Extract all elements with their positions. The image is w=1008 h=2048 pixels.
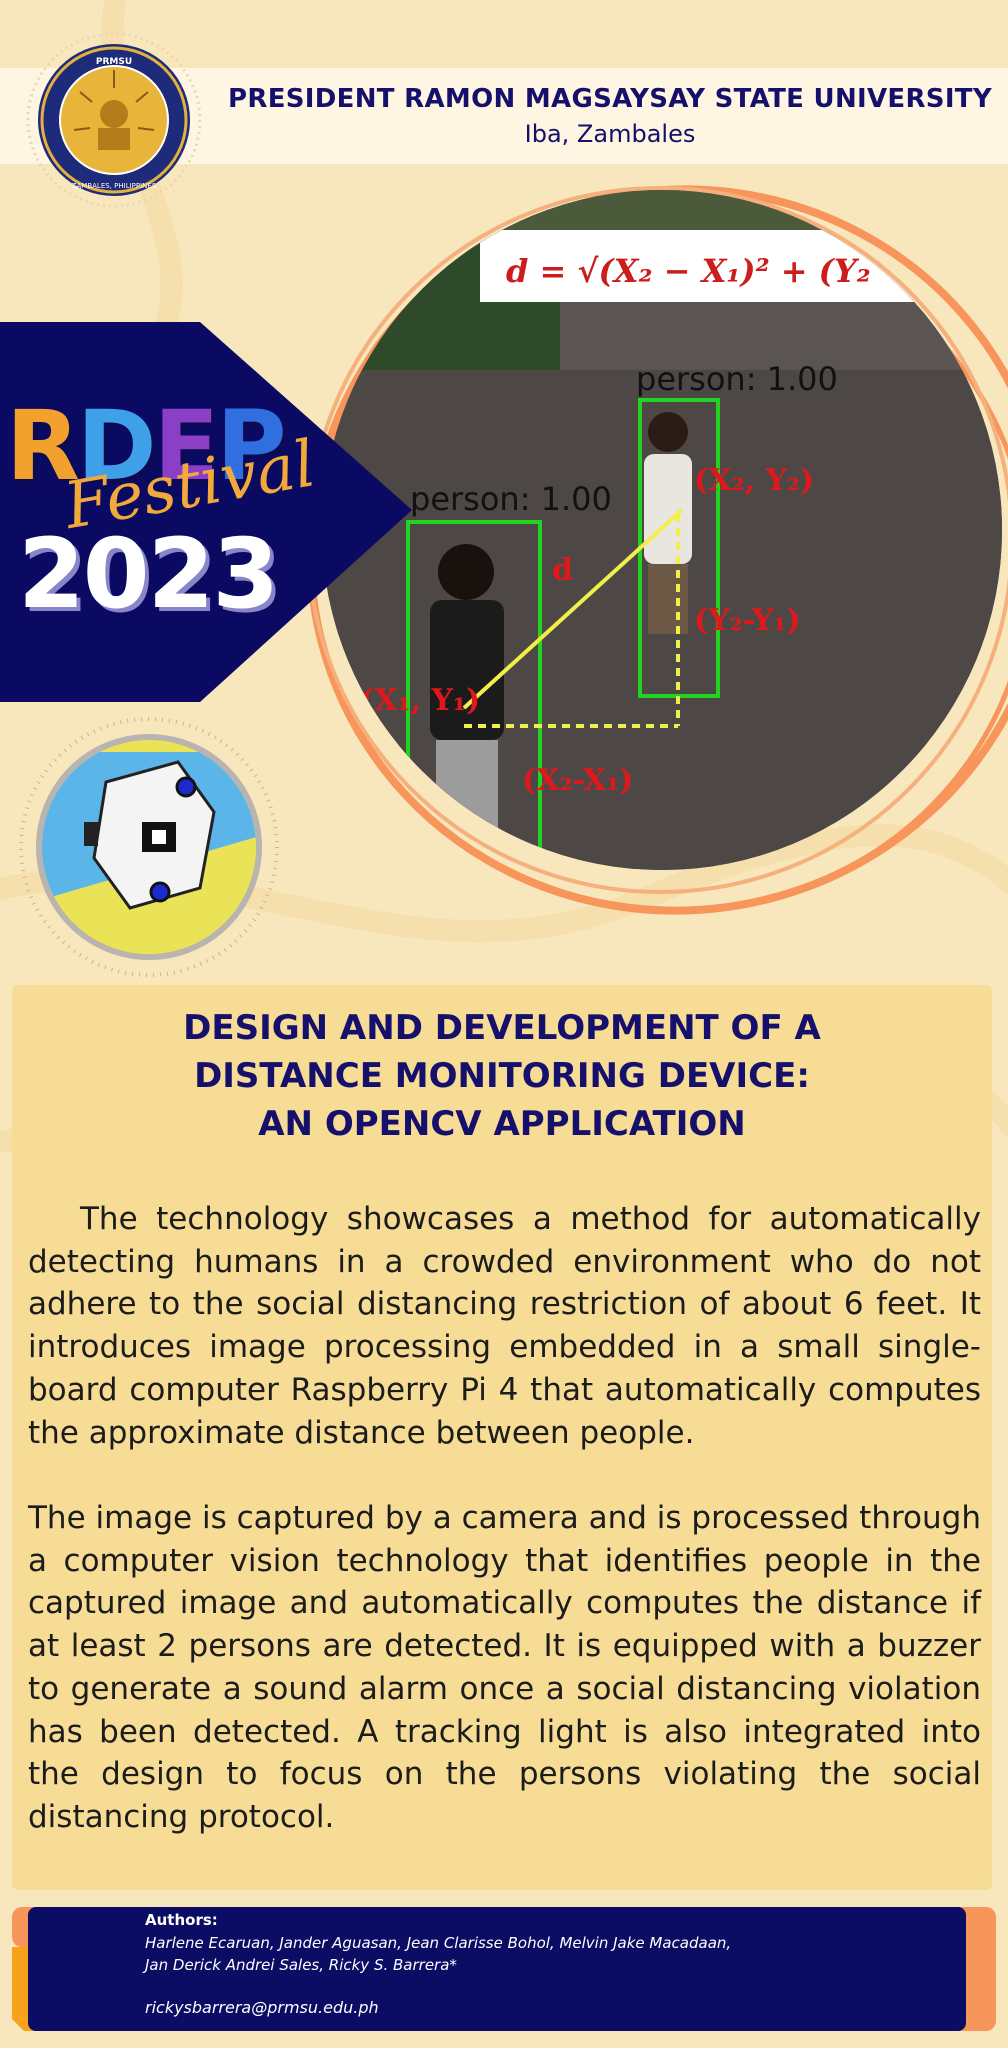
authors-line-2: Jan Derick Andrei Sales, Ricky S. Barrer…: [145, 1956, 457, 1974]
university-name: PRESIDENT RAMON MAGSAYSAY STATE UNIVERSI…: [228, 84, 992, 114]
svg-text:PRMSU: PRMSU: [96, 57, 132, 67]
delta-x-label: (X₂-X₁): [522, 763, 634, 798]
title-line-3: AN OPENCV APPLICATION: [258, 1104, 746, 1144]
distance-formula: d = √(X₂ − X₁)² + (Y₂: [506, 252, 871, 290]
university-seal-icon: PRMSU ZAMBALES, PHILIPPINES: [26, 32, 202, 208]
contact-email: rickysbarrera@prmsu.edu.ph: [145, 1998, 379, 2017]
person-label-right: person: 1.00: [636, 360, 838, 398]
svg-text:ZAMBALES, PHILIPPINES: ZAMBALES, PHILIPPINES: [72, 182, 157, 190]
authors-label: Authors:: [145, 1911, 218, 1929]
rdep-logo: RDEP: [6, 398, 287, 494]
authors-list: Harlene Ecaruan, Jander Aguasan, Jean Cl…: [145, 1932, 865, 1976]
point-right-label: (X₂, Y₂): [694, 463, 814, 498]
project-title: DESIGN AND DEVELOPMENT OF A DISTANCE MON…: [12, 1004, 992, 1148]
university-location: Iba, Zambales: [524, 120, 696, 148]
rdep-letter-d: D: [76, 390, 157, 502]
device-illustration-icon: [19, 717, 279, 977]
point-left-label: (X₁, Y₁): [360, 683, 480, 718]
rdep-letter-e: E: [153, 390, 220, 502]
rdep-letter-r: R: [6, 390, 80, 502]
authors-line-1: Harlene Ecaruan, Jander Aguasan, Jean Cl…: [145, 1934, 732, 1952]
distance-label: d: [552, 553, 573, 588]
rdep-letter-p: P: [216, 390, 286, 502]
authors-box: [28, 1907, 966, 2031]
description-paragraph-2: The image is captured by a camera and is…: [28, 1500, 981, 1835]
rdep-festival-banner: [0, 322, 412, 702]
distance-detection-photo: d = √(X₂ − X₁)² + (Y₂ person: 1.00 perso…: [306, 185, 1008, 915]
title-line-1: DESIGN AND DEVELOPMENT OF A: [183, 1008, 821, 1048]
description-paragraph-1: The technology showcases a method for au…: [28, 1201, 981, 1451]
description-panel: [12, 985, 992, 1890]
person-label-left: person: 1.00: [410, 480, 612, 518]
title-line-2: DISTANCE MONITORING DEVICE:: [194, 1056, 810, 1096]
festival-year: 2023: [18, 518, 279, 630]
delta-y-label: (Y₂-Y₁): [694, 603, 801, 638]
